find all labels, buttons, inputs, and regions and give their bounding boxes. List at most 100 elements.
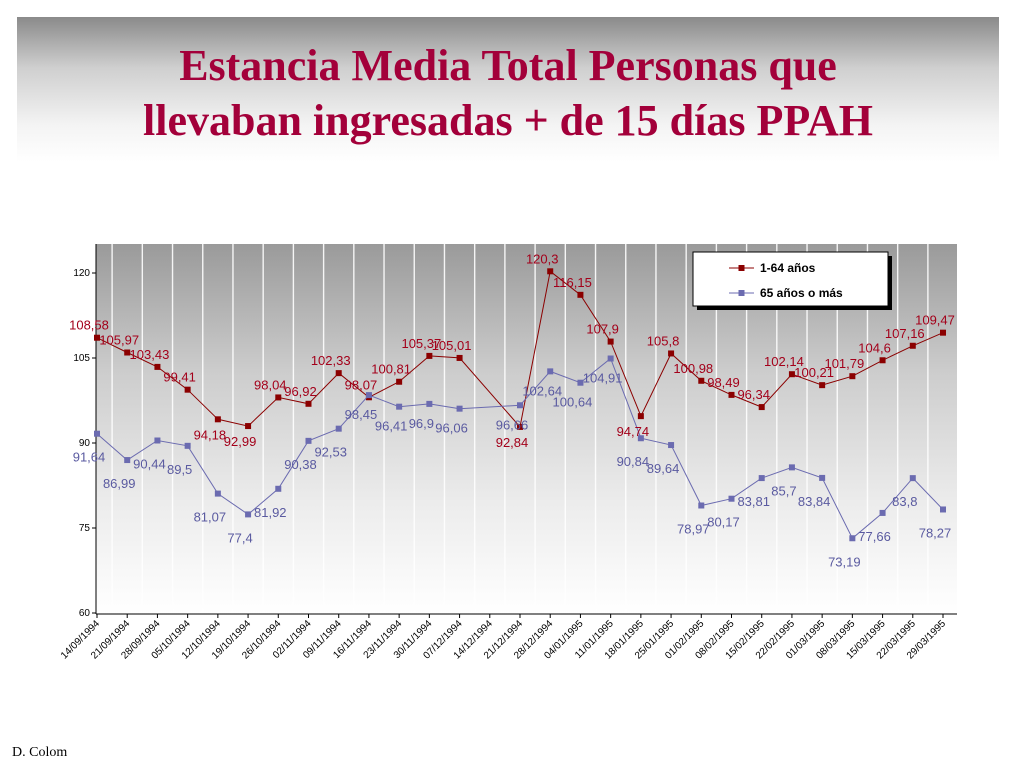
series-1-marker: [788, 371, 795, 378]
data-label: 100,64: [553, 395, 593, 410]
data-label: 99,41: [163, 370, 196, 385]
series-1-marker: [396, 378, 403, 385]
data-label: 98,45: [345, 407, 378, 422]
series-2-marker: [365, 392, 372, 399]
data-label: 98,49: [707, 375, 740, 390]
data-label: 116,15: [553, 275, 592, 290]
series-1-marker: [940, 329, 946, 336]
series-1-marker: [819, 382, 826, 389]
data-label: 92,53: [314, 445, 347, 460]
legend-swatch-marker: [738, 265, 745, 271]
series-1-marker: [698, 377, 705, 384]
series-2-marker: [184, 442, 191, 449]
data-label: 80,17: [707, 515, 740, 530]
series-2-marker: [456, 405, 463, 412]
series-1-marker: [879, 357, 886, 364]
series-line-2: [96, 357, 944, 540]
data-label: 98,04: [254, 377, 287, 392]
series-2-marker: [849, 535, 856, 542]
series-line-1: [96, 270, 944, 428]
data-label: 77,4: [227, 530, 252, 545]
data-label: 96,06: [435, 421, 468, 436]
data-label: 120,3: [526, 251, 559, 266]
series-1-marker: [758, 404, 765, 411]
data-label: 105,01: [432, 338, 472, 353]
data-label: 108,58: [69, 318, 109, 333]
data-label: 94,74: [617, 424, 650, 439]
data-label: 100,81: [371, 362, 411, 377]
data-label: 107,9: [586, 322, 619, 337]
data-label: 96,41: [375, 419, 408, 434]
data-label: 102,14: [764, 354, 804, 369]
data-label: 107,16: [885, 326, 925, 341]
series-1-marker: [154, 363, 161, 370]
series-1-marker: [245, 423, 252, 430]
data-label: 83,8: [892, 494, 917, 509]
series-2-marker: [214, 490, 221, 497]
data-label: 104,6: [858, 340, 891, 355]
series-1-marker: [728, 391, 735, 398]
data-label: 100,98: [673, 361, 713, 376]
legend-entry-label: 65 años o más: [760, 286, 843, 300]
y-tick-label: 105: [73, 353, 90, 364]
legend-box: [692, 251, 889, 307]
slide-title-line-2: llevaban ingresadas + de 15 días PPAH: [143, 96, 873, 145]
data-label: 105,37: [401, 336, 441, 351]
data-label: 89,5: [167, 462, 192, 477]
series-1-marker: [637, 413, 644, 420]
data-label: 105,8: [647, 333, 680, 348]
data-label: 78,27: [919, 525, 952, 540]
data-label: 104,91: [583, 371, 623, 386]
data-label: 73,19: [828, 554, 861, 569]
series-1-marker: [184, 386, 191, 393]
data-label: 78,97: [677, 522, 710, 537]
data-label: 90,38: [284, 457, 317, 472]
series-1-marker: [517, 423, 523, 430]
data-label: 96,92: [284, 384, 317, 399]
series-2-marker: [305, 437, 312, 444]
legend-entry-label: 1-64 años: [760, 261, 816, 275]
series-2-marker: [940, 506, 946, 513]
series-2-marker: [547, 368, 554, 375]
data-label: 90,44: [133, 457, 166, 472]
series-2-marker: [335, 425, 342, 432]
series-2-marker: [668, 442, 675, 449]
data-label: 105,97: [99, 333, 139, 348]
data-label: 103,43: [130, 347, 170, 362]
series-2-marker: [577, 379, 584, 386]
series-2-marker: [154, 437, 161, 444]
series-2-marker: [637, 435, 644, 442]
data-label: 96,66: [496, 417, 529, 432]
series-2-marker: [758, 475, 765, 482]
data-label: 89,64: [647, 461, 680, 476]
series-1-marker: [214, 416, 221, 423]
data-label: 102,33: [311, 353, 351, 368]
y-tick-label: 60: [79, 608, 91, 619]
series-1-marker: [577, 291, 584, 298]
series-2-marker: [124, 457, 131, 464]
data-label: 90,84: [617, 454, 650, 469]
series-1-marker: [426, 352, 433, 359]
legend-swatch-marker: [738, 290, 745, 296]
y-tick-label: 75: [79, 523, 91, 534]
series-1-marker: [909, 342, 916, 349]
data-label: 83,81: [737, 494, 770, 509]
data-label: 100,21: [794, 365, 834, 380]
title-band: [17, 17, 999, 162]
slide-title: Estancia Media Total Personas que llevab…: [17, 38, 999, 148]
slide-title-line-1: Estancia Media Total Personas que: [179, 41, 837, 90]
series-1-marker: [94, 334, 100, 341]
series-1-marker: [547, 268, 554, 275]
data-label: 91,64: [73, 450, 106, 465]
series-2-marker: [94, 430, 100, 437]
series-2-marker: [788, 464, 795, 471]
series-2-marker: [819, 474, 826, 481]
series-2-marker: [909, 475, 916, 482]
series-1-marker: [607, 338, 614, 345]
data-label: 81,07: [194, 510, 227, 525]
data-label: 85,7: [771, 483, 796, 498]
data-label: 94,18: [194, 427, 227, 442]
data-label: 109,47: [915, 313, 955, 328]
series-2-marker: [607, 355, 614, 362]
